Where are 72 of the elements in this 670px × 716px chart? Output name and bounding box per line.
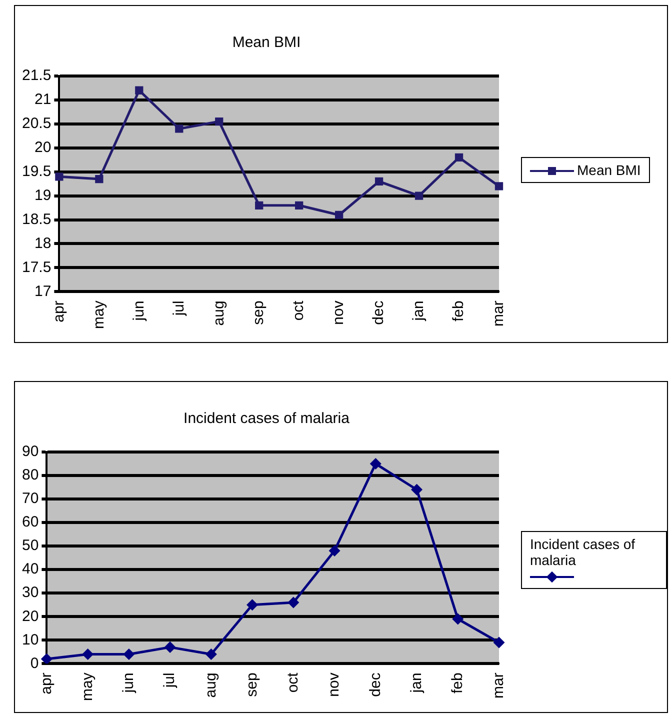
x-tick-label: apr <box>50 300 68 322</box>
x-tick-label: aug <box>202 672 220 698</box>
chart-title: Mean BMI <box>232 34 301 52</box>
point <box>370 458 381 470</box>
point <box>95 174 104 184</box>
point <box>454 153 464 162</box>
x-tick-label: mar <box>490 672 508 699</box>
point <box>41 654 52 664</box>
y-tick-label: 20 <box>34 139 52 156</box>
y-tick-label: 18.5 <box>22 210 52 228</box>
point <box>55 172 64 181</box>
y-tick-label: 20.5 <box>22 115 52 132</box>
x-tick-label: jan <box>410 300 428 322</box>
x-tick-label: may <box>78 672 96 702</box>
x-tick-label: feb <box>450 300 468 322</box>
x-tick-label: nov <box>330 300 348 325</box>
y-tick-label: 21 <box>34 91 52 108</box>
point <box>494 182 504 190</box>
x-tick-label: mar <box>490 300 508 327</box>
y-tick-label: 20 <box>22 608 39 625</box>
y-tick-label: 0 <box>30 654 39 672</box>
y-tick-label: 17.5 <box>22 258 52 276</box>
point <box>135 86 144 94</box>
x-tick-label: may <box>90 300 108 330</box>
point <box>82 649 94 660</box>
y-tick-label: 30 <box>22 584 39 602</box>
point <box>288 597 299 608</box>
point <box>334 210 344 220</box>
y-tick-label: 50 <box>22 537 39 554</box>
y-tick-label: 10 <box>22 631 39 648</box>
y-tick-label: 19 <box>34 186 52 204</box>
point <box>255 201 264 210</box>
x-tick-label: dec <box>370 300 388 325</box>
point <box>374 177 384 186</box>
point <box>452 614 464 624</box>
point <box>412 484 422 495</box>
y-tick-label: 70 <box>22 490 39 508</box>
point <box>175 124 184 133</box>
x-tick-label: jan <box>408 672 425 694</box>
chart-title: Incident cases of malaria <box>184 410 350 428</box>
point <box>329 546 340 556</box>
y-tick-label: 17 <box>34 282 52 300</box>
y-tick-label: 21.5 <box>22 67 52 84</box>
x-tick-label: jun <box>130 300 148 322</box>
y-tick-label: 40 <box>22 560 39 578</box>
x-tick-label: jun <box>120 672 138 694</box>
point <box>494 637 504 648</box>
y-tick-label: 90 <box>22 443 39 460</box>
x-tick-label: dec <box>366 672 384 697</box>
x-tick-label: sep <box>250 300 268 325</box>
legend-label: Mean BMI <box>577 162 641 178</box>
x-tick-label: nov <box>326 672 343 697</box>
x-tick-label: jul <box>170 300 188 317</box>
y-tick-label: 19.5 <box>22 162 52 180</box>
point <box>295 201 304 210</box>
point <box>247 600 258 610</box>
x-tick-label: feb <box>449 672 466 694</box>
text: Incident cases of malaria <box>530 536 636 568</box>
point <box>215 117 224 126</box>
x-tick-label: aug <box>210 300 228 326</box>
x-tick-label: apr <box>38 672 55 694</box>
x-tick-label: jul <box>161 672 178 689</box>
y-tick-label: 80 <box>22 466 39 484</box>
point <box>124 649 134 660</box>
x-tick-label: sep <box>243 672 260 697</box>
x-tick-label: oct <box>290 300 308 321</box>
point <box>414 192 424 200</box>
x-tick-label: oct <box>284 672 302 693</box>
point <box>206 649 216 660</box>
point <box>164 642 176 652</box>
y-tick-label: 18 <box>34 234 52 252</box>
y-tick-label: 60 <box>22 514 39 531</box>
